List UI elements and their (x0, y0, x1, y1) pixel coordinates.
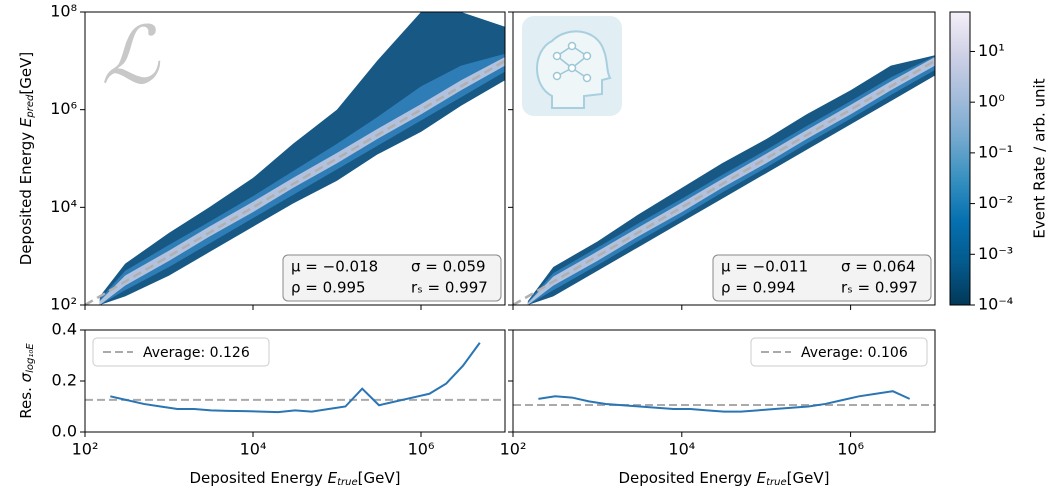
y-tick-label: 10² (50, 295, 77, 314)
y-tick-label: 0.0 (52, 422, 77, 441)
x-tick-label: 10⁴ (668, 440, 695, 459)
colorbar-tick-label: 10⁻¹ (978, 142, 1013, 161)
axis-label-part: Res. (17, 382, 35, 418)
axis-label: Deposited Energy Epred[GeV] (17, 52, 37, 265)
legend-label: Average: 0.106 (801, 345, 908, 361)
plot-area (85, 342, 505, 414)
y-tick-label: 10⁶ (50, 99, 77, 118)
y-tick-label: 0.4 (52, 320, 77, 339)
residual-line (110, 342, 481, 414)
colorbar-tick-label: 10⁻⁴ (978, 295, 1013, 314)
stats-text: ρ = 0.995 (291, 279, 366, 297)
plot-area (85, 12, 505, 305)
axis-label-part: log₁₀E (25, 343, 36, 373)
axis-label-part: Deposited Energy (619, 469, 757, 487)
colorbar-tick-label: 10¹ (978, 41, 1005, 60)
brain-logo (522, 16, 622, 116)
x-tick-label: 10⁶ (408, 440, 435, 459)
x-tick-label: 10⁴ (240, 440, 267, 459)
residual-line (538, 390, 911, 413)
axis-label-part: true (337, 477, 358, 488)
plot-area (513, 55, 935, 305)
reference-line (85, 59, 505, 305)
axes-frame (512, 11, 936, 306)
stats-text: μ = −0.018 (291, 258, 378, 276)
stats-text: ρ = 0.994 (721, 279, 796, 297)
stats-text: rₛ = 0.997 (411, 279, 488, 297)
x-tick-label: 10² (72, 440, 99, 459)
x-tick-label: 10² (500, 440, 527, 459)
stats-text: rₛ = 0.997 (841, 279, 918, 297)
axis-label-part: E (757, 469, 767, 487)
colorbar-tick-label: 10⁰ (978, 92, 1005, 111)
plot-area (513, 390, 935, 413)
y-tick-label: 10⁴ (50, 197, 77, 216)
legend-box (92, 337, 270, 367)
legend-box (750, 337, 928, 367)
y-tick-label: 0.2 (52, 371, 77, 390)
stats-text: μ = −0.011 (721, 258, 808, 276)
legend-label: Average: 0.126 (143, 345, 250, 361)
axes-frame (84, 11, 506, 306)
x-tick-label: 10⁶ (837, 440, 864, 459)
axis-label-part: true (766, 477, 787, 488)
y-tick-label: 10⁸ (50, 2, 77, 21)
colorbar-tick-label: 10⁻² (978, 193, 1013, 212)
axis-label-part: [GeV] (787, 469, 830, 487)
axis-label: Res. σlog₁₀E (17, 343, 37, 419)
axis-label: Deposited Energy Etrue[GeV] (190, 469, 401, 489)
logo: ℒ (101, 9, 160, 102)
stats-text: σ = 0.059 (411, 258, 486, 276)
stats-box (712, 254, 932, 302)
axis-label-part: σ (17, 372, 35, 382)
axis-label-part: [GeV] (358, 469, 401, 487)
axis-label-part: E (17, 117, 35, 127)
colorbar (949, 11, 971, 306)
axis-label-part: E (328, 469, 338, 487)
colorbar-label: Event Rate / arb. unit (1031, 78, 1049, 238)
reference-line (513, 59, 935, 305)
axis-label: Deposited Energy Etrue[GeV] (619, 469, 830, 489)
axis-label-part: Deposited Energy (17, 127, 35, 265)
colorbar-tick-label: 10⁻³ (978, 244, 1013, 263)
axis-label-part: [GeV] (17, 52, 35, 95)
axis-label-part: pred (25, 94, 36, 119)
stats-box (282, 254, 502, 302)
stats-text: σ = 0.064 (841, 258, 916, 276)
axis-label-part: Deposited Energy (190, 469, 328, 487)
